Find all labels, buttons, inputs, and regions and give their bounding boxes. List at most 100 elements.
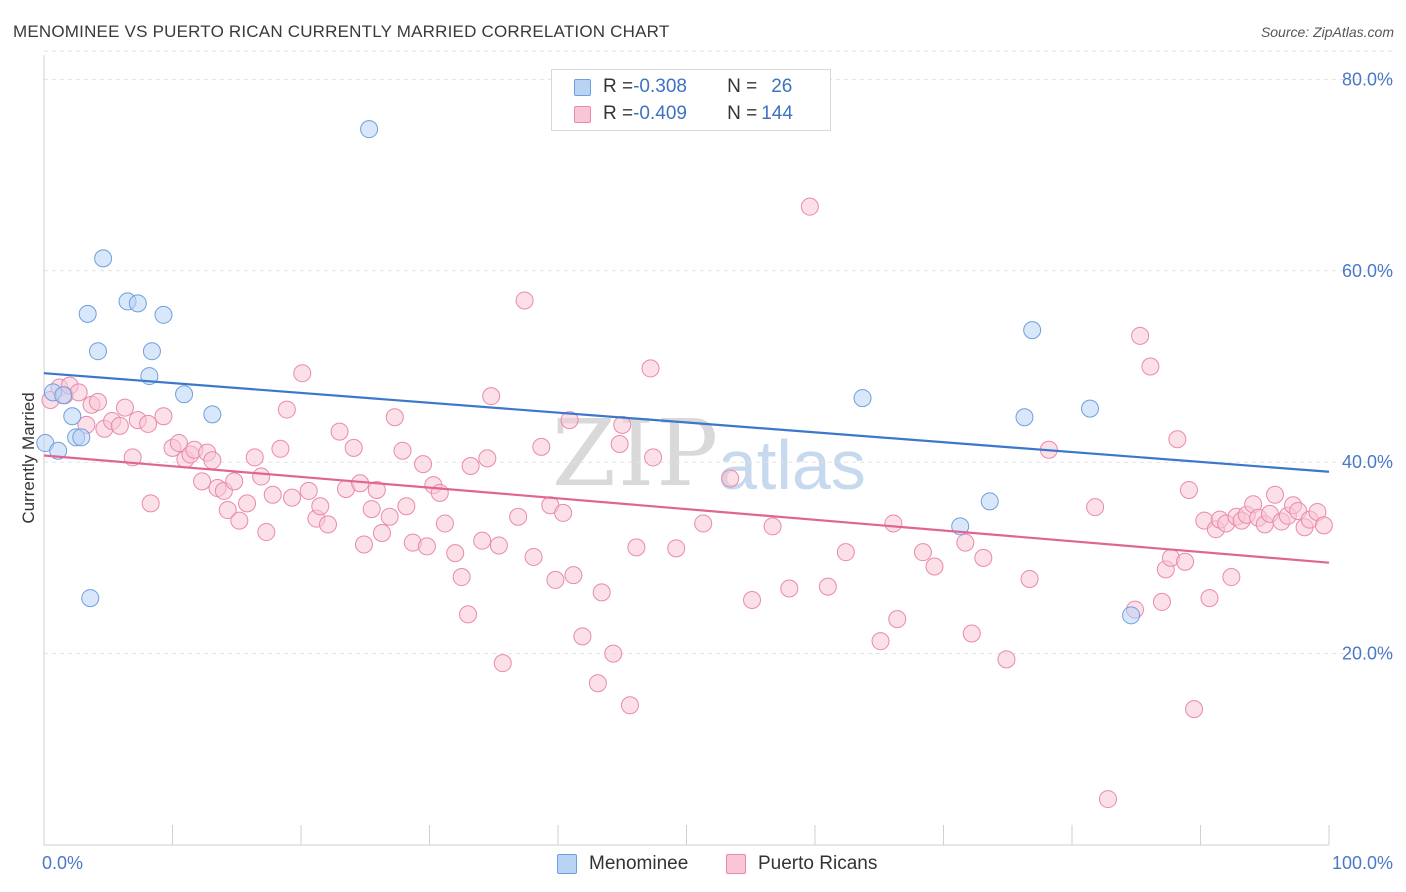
menominee-point (853, 389, 872, 408)
puerto-rican-point (330, 422, 349, 441)
puerto-rican-point (69, 383, 88, 402)
y-axis-title: Currently Married (19, 392, 38, 523)
menominee-point (72, 428, 91, 447)
puerto-rican-point (446, 544, 465, 563)
puerto-rican-point (721, 469, 740, 488)
puerto-rican-point (836, 543, 855, 562)
watermark-atlas: atlas (718, 426, 866, 504)
puerto-rican-point (871, 632, 890, 651)
puerto-rican-point (257, 523, 276, 542)
puerto-rican-point (154, 407, 173, 426)
puerto-rican-point (110, 416, 129, 435)
puerto-rican-point (573, 627, 592, 646)
puerto-rican-point (299, 481, 318, 500)
puerto-rican-point (230, 511, 249, 530)
bottom-legend-puerto-ricans: Puerto Ricans (726, 851, 877, 877)
menominee-point (203, 405, 222, 424)
menominee-point (78, 304, 97, 323)
puerto-rican-point (362, 500, 381, 519)
puerto-rican-point (115, 398, 134, 417)
puerto-rican-point (141, 494, 160, 513)
puerto-rican-point (482, 387, 501, 406)
puerto-rican-point (293, 364, 312, 383)
menominee-point (1122, 606, 1141, 625)
bottom-legend-menominee: Menominee (557, 851, 688, 877)
menominee-trendline (43, 372, 1330, 473)
menominee-point (1023, 321, 1042, 340)
legend-swatch-puerto-ricans (574, 105, 591, 123)
puerto-rican-point (627, 538, 646, 557)
puerto-rican-point (884, 514, 903, 533)
puerto-rican-point (397, 497, 416, 516)
x-tick-label: 100.0% (1332, 853, 1393, 873)
menominee-point (63, 407, 82, 426)
puerto-rican-point (238, 494, 257, 513)
puerto-rican-point (1200, 589, 1219, 608)
puerto-rican-point (1185, 700, 1204, 719)
puerto-rican-point (354, 535, 373, 554)
menominee-point (980, 492, 999, 511)
menominee-point (154, 305, 173, 324)
menominee-point (94, 249, 113, 268)
puerto-rican-point (913, 543, 932, 562)
puerto-rican-point (88, 392, 107, 411)
menominee-point (1015, 408, 1034, 427)
menominee-point (142, 342, 161, 361)
legend-r-label: R = (603, 76, 634, 97)
puerto-rican-point (1179, 480, 1198, 499)
puerto-rican-point (592, 583, 611, 602)
puerto-rican-point (588, 674, 607, 693)
puerto-rican-point (459, 605, 478, 624)
puerto-rican-point (225, 472, 244, 491)
puerto-rican-point (532, 437, 551, 456)
puerto-rican-point (620, 696, 639, 715)
y-tick-label: 80.0% (1342, 69, 1393, 89)
chart-title: MENOMINEE VS PUERTO RICAN CURRENTLY MARR… (13, 22, 670, 41)
puerto-rican-point (139, 414, 158, 433)
puerto-rican-point (193, 472, 212, 491)
puerto-rican-point (974, 548, 993, 567)
y-tick-label: 60.0% (1342, 261, 1393, 281)
legend-row-menominee: R = -0.308 N = 26 (574, 74, 792, 100)
puerto-rican-point (1222, 568, 1241, 587)
puerto-rican-point (435, 514, 454, 533)
puerto-rican-point (367, 480, 386, 499)
puerto-rican-point (311, 497, 330, 516)
puerto-rican-point (743, 591, 762, 610)
y-tick-label: 40.0% (1342, 452, 1393, 472)
puerto-rican-point (1131, 326, 1150, 345)
y-tick-label: 20.0% (1342, 644, 1393, 664)
puerto-rican-point (478, 449, 497, 468)
source-label: Source: ZipAtlas.com (1260, 24, 1394, 40)
puerto-rican-point (380, 507, 399, 526)
legend-n-value: 144 (761, 103, 793, 124)
bottom-legend-swatch-menominee (557, 854, 577, 874)
puerto-rican-point (245, 448, 264, 467)
puerto-rican-point (515, 291, 534, 310)
puerto-rican-point (818, 577, 837, 596)
puerto-rican-point (1020, 569, 1039, 588)
menominee-point (49, 441, 68, 460)
menominee-point (54, 386, 73, 405)
puerto-rican-point (461, 457, 480, 476)
puerto-rican-point (780, 579, 799, 598)
puerto-rican-point (1314, 516, 1333, 535)
puerto-rican-point (509, 507, 528, 526)
puerto-rican-point (203, 451, 222, 470)
puerto-rican-point (641, 359, 660, 378)
puerto-rican-point (1141, 357, 1160, 376)
menominee-point (1080, 399, 1099, 418)
puerto-rican-point (564, 566, 583, 585)
puerto-rican-point (560, 411, 579, 430)
puerto-rican-point (218, 501, 237, 520)
puerto-rican-point (318, 515, 337, 534)
puerto-rican-point (925, 557, 944, 576)
legend-r-value: -0.308 (633, 76, 687, 97)
puerto-rican-point (263, 485, 282, 504)
puerto-rican-point (277, 400, 296, 419)
puerto-rican-point (344, 438, 363, 457)
bottom-legend-label: Puerto Ricans (758, 853, 878, 874)
puerto-rican-point (604, 644, 623, 663)
puerto-rican-point (414, 455, 433, 474)
